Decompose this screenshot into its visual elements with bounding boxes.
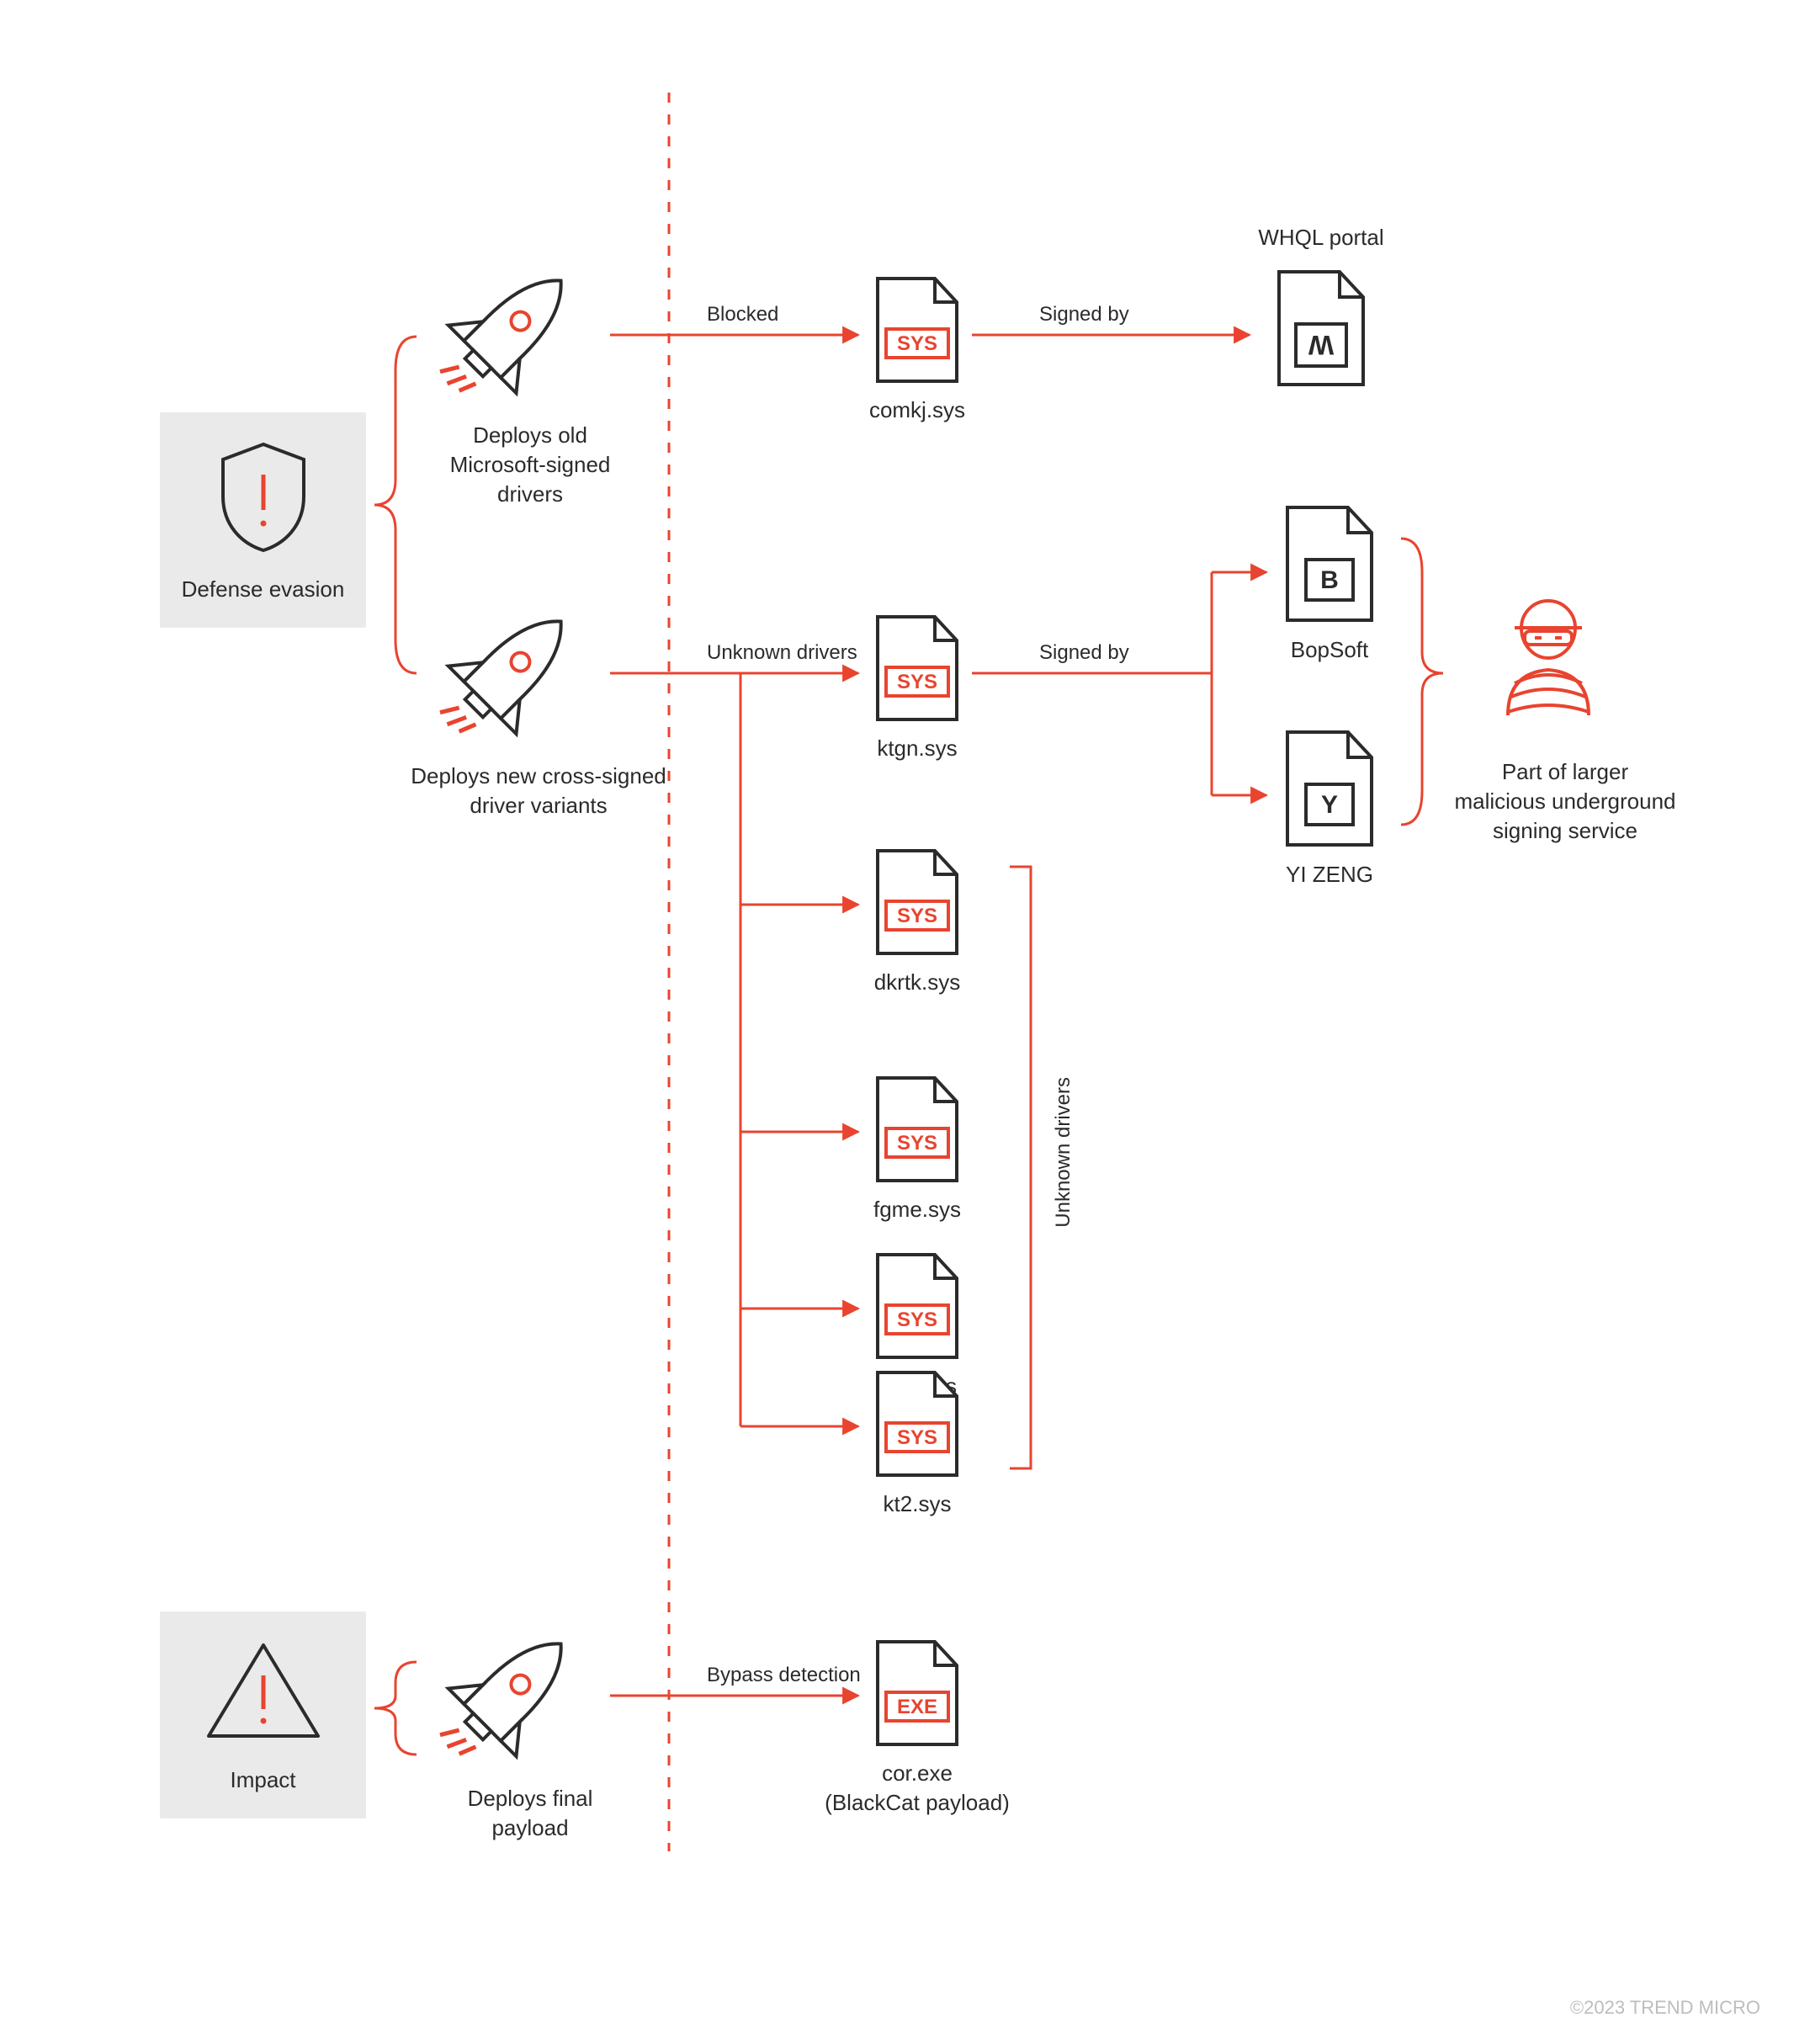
svg-text:EXE: EXE — [897, 1696, 937, 1718]
file-comkj-label: comkj.sys — [846, 396, 989, 425]
edge-signed1-label: Signed by — [1039, 303, 1129, 327]
rocket-final-payload — [421, 1607, 572, 1759]
hacker-label: Part of larger malicious underground sig… — [1447, 757, 1683, 846]
svg-text:SYS: SYS — [897, 1309, 937, 1331]
edge-signed2-label: Signed by — [1039, 641, 1129, 665]
svg-text:SYS: SYS — [897, 1132, 937, 1155]
hacker-icon — [1489, 589, 1607, 753]
category-defense-evasion: Defense evasion — [160, 412, 366, 628]
category-impact-label: Impact — [177, 1767, 349, 1793]
file-bopsoft-label: BopSoft — [1262, 635, 1397, 665]
unknown-group-label: Unknown drivers — [1052, 1077, 1075, 1228]
file-fgme: SYS — [871, 1073, 963, 1191]
svg-text:SYS: SYS — [897, 671, 937, 693]
file-bopsoft: B — [1279, 501, 1372, 631]
file-cor: EXE — [871, 1637, 963, 1755]
file-dkrtk-label: dkrtk.sys — [846, 968, 989, 997]
rocket-new-variants — [421, 585, 572, 736]
file-ktes: SYS — [871, 1250, 963, 1367]
file-cor-label: cor.exe (BlackCat payload) — [808, 1759, 1027, 1818]
edge-bypass-label: Bypass detection — [707, 1664, 861, 1687]
bracket-impact — [374, 1662, 417, 1755]
file-whql: W — [1271, 265, 1363, 396]
svg-text:SYS: SYS — [897, 1426, 937, 1449]
file-yizeng-label: YI ZENG — [1262, 860, 1397, 889]
bracket-signing — [1401, 539, 1443, 825]
footer-copyright: ©2023 TREND MICRO — [1570, 1997, 1760, 2019]
rocket-icon — [421, 585, 597, 762]
svg-text:B: B — [1320, 566, 1339, 594]
file-ktgn-label: ktgn.sys — [846, 734, 989, 763]
edge-blocked-label: Blocked — [707, 303, 778, 327]
edge-unknown-label: Unknown drivers — [707, 641, 857, 665]
file-kt2: SYS — [871, 1367, 963, 1485]
category-impact: Impact — [160, 1611, 366, 1818]
category-defense-label: Defense evasion — [177, 576, 349, 603]
file-ktgn: SYS — [871, 612, 963, 730]
shield-icon — [213, 438, 314, 555]
file-dkrtk: SYS — [871, 846, 963, 964]
svg-text:Y: Y — [1321, 791, 1338, 819]
file-kt2-label: kt2.sys — [846, 1489, 989, 1519]
file-yizeng: Y — [1279, 725, 1372, 856]
rocket-old-label: Deploys old Microsoft-signed drivers — [421, 421, 640, 509]
svg-text:W: W — [1308, 330, 1334, 360]
svg-text:SYS: SYS — [897, 905, 937, 927]
file-fgme-label: fgme.sys — [846, 1195, 989, 1224]
file-comkj: SYS — [871, 273, 963, 391]
rocket-icon — [421, 1607, 597, 1784]
rocket-final-label: Deploys final payload — [446, 1784, 614, 1843]
file-whql-label: WHQL portal — [1237, 223, 1405, 252]
triangle-icon — [200, 1637, 326, 1746]
rocket-icon — [421, 244, 597, 421]
rocket-new-label: Deploys new cross-signed driver variants — [404, 762, 673, 820]
svg-text:SYS: SYS — [897, 332, 937, 355]
rocket-old-drivers — [421, 244, 572, 396]
bracket-defense — [374, 337, 417, 673]
